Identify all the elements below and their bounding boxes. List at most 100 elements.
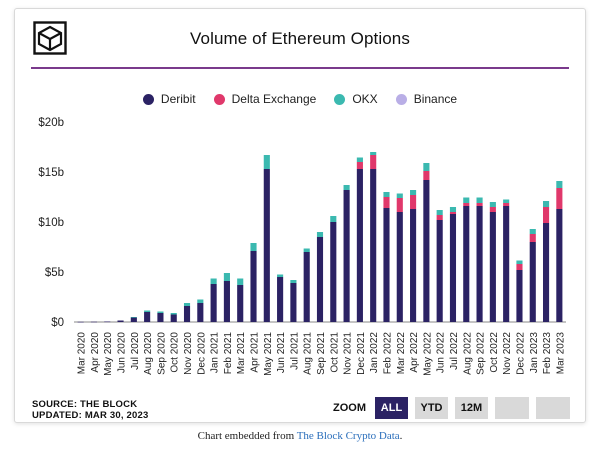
legend-marker — [334, 93, 346, 105]
legend-item-binance[interactable]: Binance — [395, 89, 458, 109]
bar-deribit — [157, 313, 164, 322]
x-tick-label: Nov 2020 — [183, 332, 194, 375]
bar-deribit — [489, 212, 496, 322]
bar-okx — [250, 243, 257, 251]
chart-legend: Deribit Delta Exchange OKX Binance — [15, 89, 585, 109]
bar-delta-exchange — [410, 195, 417, 209]
bar-delta-exchange — [503, 203, 510, 206]
bar-deribit — [476, 206, 483, 322]
zoom-ytd-button[interactable]: YTD — [415, 397, 448, 419]
footer-suffix: . — [399, 430, 403, 442]
bar-deribit — [410, 209, 417, 322]
bar-deribit — [343, 190, 350, 322]
bar-okx — [503, 199, 510, 203]
bar-deribit — [516, 270, 523, 322]
embed-footer: Chart embedded from The Block Crypto Dat… — [0, 430, 600, 442]
bar-deribit — [77, 321, 84, 323]
legend-marker — [142, 93, 154, 105]
bar-okx — [343, 185, 350, 190]
bar-okx — [489, 202, 496, 207]
bar-okx — [516, 260, 523, 264]
legend-item-delta-exchange[interactable]: Delta Exchange — [213, 89, 316, 109]
bar-okx — [383, 192, 390, 197]
bar-okx — [210, 278, 217, 284]
bar-okx — [316, 232, 324, 237]
bar-okx — [423, 163, 430, 171]
bar-okx — [356, 157, 363, 162]
y-tick-label: $20b — [38, 117, 64, 129]
footer-link[interactable]: The Block Crypto Data — [296, 430, 400, 442]
x-tick-label: Feb 2022 — [382, 332, 393, 375]
bar-delta-exchange — [476, 203, 483, 206]
bar-deribit — [396, 212, 403, 322]
bar-deribit — [463, 206, 470, 322]
legend-item-deribit[interactable]: Deribit — [142, 89, 196, 109]
bar-okx — [436, 210, 443, 215]
bar-deribit — [130, 317, 137, 322]
legend-item-okx[interactable]: OKX — [334, 89, 378, 109]
source-line: SOURCE: THE BLOCK — [32, 399, 138, 410]
bar-okx — [303, 248, 310, 252]
x-tick-label: Mar 2022 — [396, 332, 407, 375]
x-tick-label: Mar 2020 — [77, 332, 88, 375]
bar-okx — [290, 280, 297, 283]
zoom-all-button[interactable]: ALL — [375, 397, 408, 419]
bar-okx — [476, 197, 483, 203]
x-tick-label: Sep 2020 — [156, 332, 167, 375]
y-tick-label: $0 — [51, 317, 64, 329]
x-tick-label: Dec 2021 — [356, 332, 367, 375]
zoom-extra-button-1[interactable] — [495, 397, 529, 419]
bar-deribit — [210, 284, 217, 322]
bar-okx — [170, 313, 177, 315]
bar-deribit — [529, 242, 536, 322]
bar-deribit — [104, 321, 111, 323]
bar-deribit — [370, 169, 377, 322]
y-tick-label: $5b — [45, 267, 64, 279]
bar-okx — [183, 303, 191, 306]
x-tick-label: Jun 2020 — [117, 332, 128, 374]
bar-deribit — [436, 220, 443, 322]
legend-label: Binance — [413, 92, 458, 106]
legend-marker — [395, 93, 407, 105]
bar-okx — [277, 274, 284, 277]
bar-delta-exchange — [463, 203, 470, 206]
x-tick-label: Jun 2022 — [436, 332, 447, 374]
bar-deribit — [277, 277, 284, 322]
bar-deribit — [316, 237, 324, 322]
legend-marker — [213, 93, 225, 105]
bar-deribit — [170, 314, 177, 322]
bar-delta-exchange — [542, 207, 550, 223]
source-note: SOURCE: THE BLOCK UPDATED: MAR 30, 2023 — [32, 399, 148, 421]
zoom-12m-button[interactable]: 12M — [455, 397, 488, 419]
bar-delta-exchange — [436, 215, 443, 220]
bar-deribit — [144, 312, 151, 322]
bar-delta-exchange — [396, 198, 403, 212]
bar-deribit — [197, 303, 204, 322]
x-tick-label: Mar 2021 — [236, 332, 247, 375]
x-tick-label: Jan 2021 — [210, 332, 221, 374]
bar-okx — [130, 317, 137, 318]
x-tick-label: Apr 2021 — [250, 332, 261, 373]
bar-deribit — [383, 208, 390, 322]
bar-deribit — [556, 209, 563, 322]
x-tick-label: Oct 2022 — [489, 332, 500, 373]
x-tick-label: Sep 2021 — [316, 332, 327, 375]
zoom-extra-button-2[interactable] — [536, 397, 570, 419]
x-tick-label: Mar 2023 — [555, 332, 566, 375]
x-tick-label: Aug 2020 — [143, 332, 154, 375]
header-divider — [31, 67, 569, 69]
x-tick-label: Feb 2023 — [542, 332, 553, 375]
x-tick-label: May 2020 — [103, 332, 114, 376]
bar-deribit — [423, 180, 430, 322]
bar-delta-exchange — [516, 264, 523, 270]
bar-deribit — [356, 169, 363, 322]
bar-deribit — [90, 321, 98, 323]
x-tick-label: Dec 2022 — [515, 332, 526, 375]
bar-deribit — [183, 306, 191, 322]
bar-okx — [370, 152, 377, 155]
bar-delta-exchange — [383, 197, 390, 208]
x-tick-label: Nov 2022 — [502, 332, 513, 375]
bar-deribit — [503, 206, 510, 322]
x-tick-label: Jul 2022 — [449, 332, 460, 370]
